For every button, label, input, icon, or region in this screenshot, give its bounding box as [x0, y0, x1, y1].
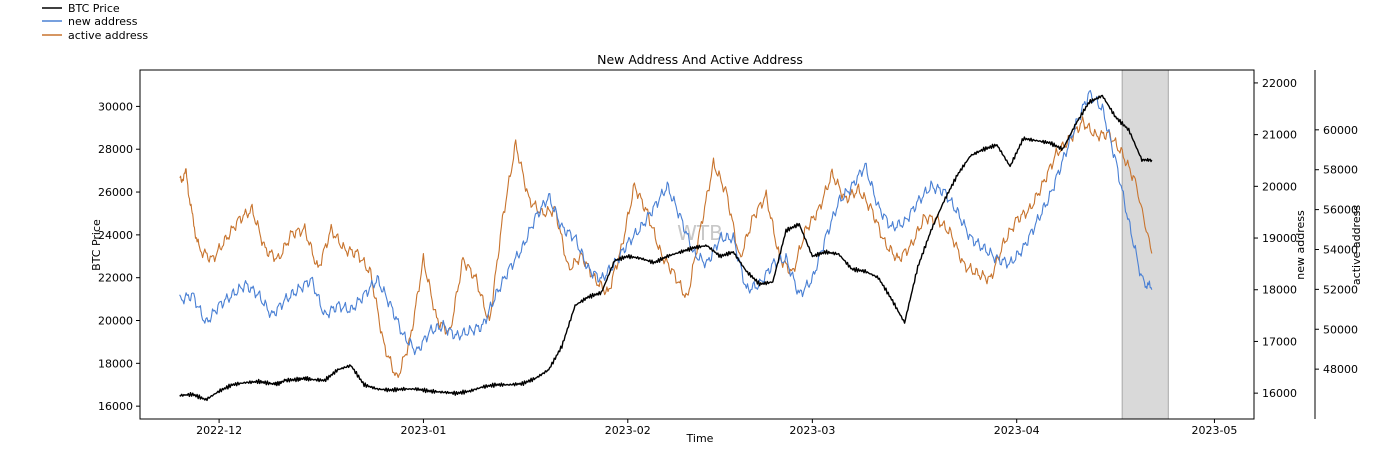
x-axis-label: Time: [686, 432, 714, 445]
y-right1-tick-label: 18000: [1262, 284, 1297, 297]
y-left-tick-label: 20000: [98, 315, 133, 328]
y-left-tick-label: 28000: [98, 143, 133, 156]
y-right1-tick-label: 17000: [1262, 335, 1297, 348]
x-tick-label: 2023-04: [994, 424, 1040, 437]
watermark: WTB: [677, 221, 723, 245]
legend-label-active-address: active address: [68, 29, 148, 42]
legend-label-new-address: new address: [68, 15, 138, 28]
y-axis-right-active-address: 48000 50000 52000 54000 56000 58000 60000: [1315, 124, 1358, 376]
x-tick-label: 2023-01: [400, 424, 446, 437]
series-line-active-address: [179, 116, 1153, 379]
x-tick-label: 2023-05: [1191, 424, 1237, 437]
y-right1-tick-label: 21000: [1262, 129, 1297, 142]
y-right2-tick-label: 60000: [1323, 124, 1358, 137]
series-line-btc-price: [179, 94, 1153, 402]
y-right2-tick-label: 58000: [1323, 164, 1358, 177]
series-line-new-address: [179, 89, 1153, 356]
legend-label-btc-price: BTC Price: [68, 2, 120, 15]
y-right2-tick-label: 50000: [1323, 323, 1358, 336]
y-right2-tick-label: 54000: [1323, 243, 1358, 256]
plot-frame: [139, 69, 1255, 420]
x-tick-label: 2022-12: [196, 424, 242, 437]
legend: BTC Price new address active address: [42, 2, 148, 42]
y-axis-left-label: BTC Price: [90, 219, 103, 271]
y-axis-right-new-address: 16000 17000 18000 19000 20000 21000 22000: [1254, 77, 1297, 400]
chart-title: New Address And Active Address: [597, 52, 803, 67]
y-right1-tick-label: 20000: [1262, 180, 1297, 193]
y-right2-tick-label: 56000: [1323, 204, 1358, 217]
y-axis-left: 16000 18000 20000 22000 24000 26000 28000 30000: [98, 100, 140, 413]
y-right1-tick-label: 16000: [1262, 387, 1297, 400]
y-left-tick-label: 18000: [98, 357, 133, 370]
y-right1-tick-label: 22000: [1262, 77, 1297, 90]
y-left-tick-label: 26000: [98, 186, 133, 199]
y-left-tick-label: 30000: [98, 100, 133, 113]
y-right2-tick-label: 48000: [1323, 363, 1358, 376]
y-right2-tick-label: 52000: [1323, 283, 1358, 296]
series-layer: [179, 89, 1153, 402]
x-tick-label: 2023-02: [605, 424, 651, 437]
y-right1-tick-label: 19000: [1262, 232, 1297, 245]
y-axis-right1-label: new address: [1294, 210, 1307, 280]
y-left-tick-label: 22000: [98, 272, 133, 285]
y-axis-right2-label: active address: [1350, 205, 1363, 285]
y-left-tick-label: 24000: [98, 229, 133, 242]
x-axis: 2022-12 2023-01 2023-02 2023-03 2023-04 2023-…: [196, 419, 1237, 437]
y-left-tick-label: 16000: [98, 400, 133, 413]
x-tick-label: 2023-03: [789, 424, 835, 437]
highlight-span: [1121, 69, 1169, 420]
